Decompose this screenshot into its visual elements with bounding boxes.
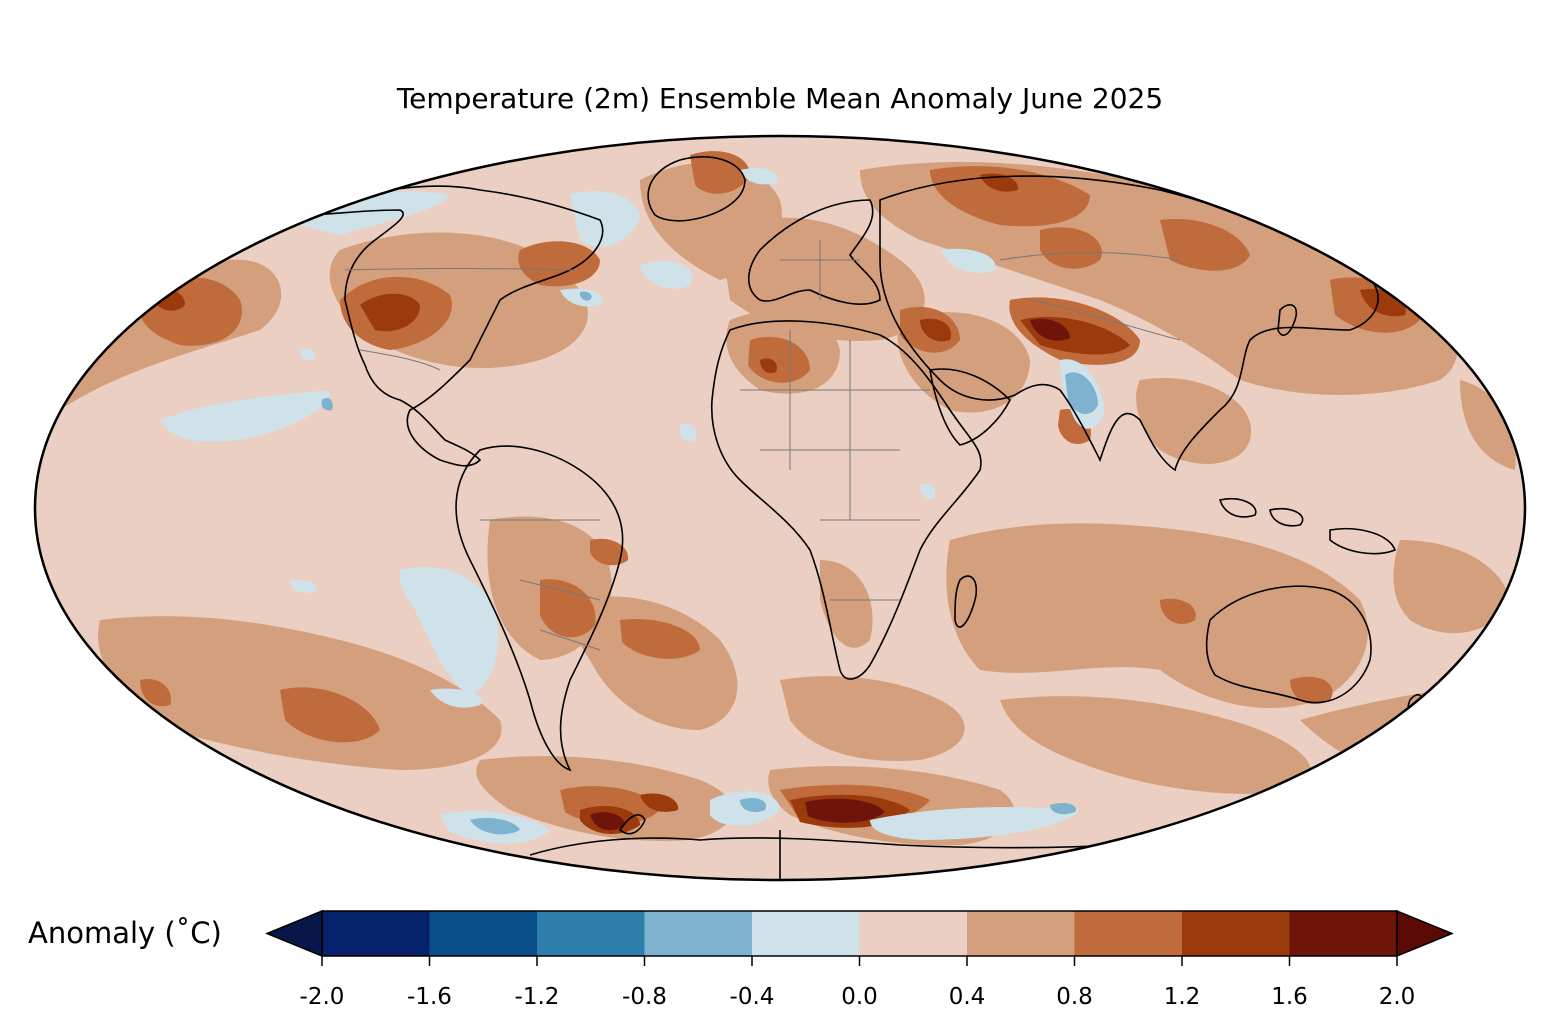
colorbar-bin [752, 911, 860, 956]
colorbar-label: Anomaly (˚C) [28, 916, 222, 950]
colorbar-tick-label: -1.2 [514, 984, 560, 1010]
anomaly-neg0p8-neg0p4-regions [321, 291, 1098, 835]
globe-outline [33, 134, 1527, 882]
colorbar-tick-label: 1.6 [1271, 984, 1308, 1010]
colorbar-bin [429, 911, 538, 956]
colorbar-tick-label: -0.4 [729, 984, 775, 1010]
colorbar-tick-label: -2.0 [299, 984, 345, 1010]
colorbar-tick-label: 0.8 [1056, 984, 1093, 1010]
colorbar-tick-label: 2.0 [1378, 984, 1416, 1010]
colorbar-bin [1182, 911, 1290, 956]
colorbar-tick-label: 1.2 [1163, 984, 1201, 1010]
colorbar-bin [967, 911, 1075, 956]
colorbar-bin [537, 911, 645, 956]
colorbar-bin [859, 911, 968, 956]
page-title: Temperature (2m) Ensemble Mean Anomaly J… [396, 82, 1164, 115]
colorbar-tick-label: -1.6 [407, 984, 452, 1010]
colorbar-under-arrow [265, 909, 323, 958]
colorbar-tick-label: -0.8 [622, 984, 667, 1010]
colorbar-bin [1074, 911, 1183, 956]
colorbar-over-arrow [1396, 909, 1454, 958]
anomaly-1p6-2p0-regions [590, 318, 1070, 831]
colorbar-bin [1289, 911, 1398, 956]
colorbar-tick-label: 0.0 [841, 984, 878, 1010]
colorbar-bin [322, 911, 430, 956]
colorbar [265, 909, 1454, 966]
colorbar-tick-label: 0.4 [948, 984, 986, 1010]
country-borders [344, 240, 1181, 651]
colorbar-bin [644, 911, 753, 956]
anomaly-field [35, 136, 1525, 880]
